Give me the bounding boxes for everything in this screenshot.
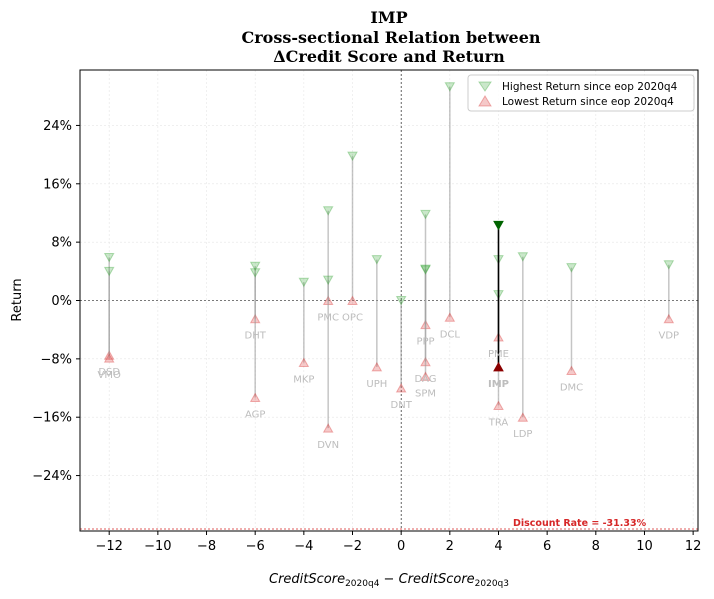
stock-label: VDP (659, 331, 680, 342)
y-tick-label: −8% (40, 352, 72, 367)
high-return-marker (517, 252, 529, 262)
low-return-marker (103, 353, 115, 363)
stock-label: DSD (98, 367, 120, 378)
low-return-marker (395, 383, 407, 393)
stock-label: TRA (488, 418, 509, 429)
stock-label: AGP (245, 410, 265, 421)
stock-label: MKP (293, 375, 314, 386)
stock-label: OPC (342, 313, 363, 324)
x-tick-label: 4 (494, 539, 502, 554)
low-return-marker (493, 361, 504, 372)
low-return-marker (249, 392, 261, 403)
x-tick-label: −10 (144, 539, 171, 554)
x-tick-label: 2 (446, 539, 454, 554)
low-return-marker (493, 400, 504, 411)
x-axis-label: CreditScore2020q4 − CreditScore2020q3 (269, 572, 509, 589)
legend-low-label: Lowest Return since eop 2020q4 (502, 96, 674, 108)
low-return-marker (663, 313, 675, 324)
y-axis-ticks: −24% −16% −8% 0% 8% 16% 24% (32, 119, 80, 484)
stock-label: DMC (560, 383, 583, 394)
stock-label: DCL (440, 329, 461, 340)
high-return-marker (249, 261, 261, 272)
high-return-marker (103, 266, 115, 277)
stock-label: UPH (366, 379, 387, 390)
title-line-3: ΔCredit Score and Return (273, 47, 505, 66)
high-return-marker (322, 275, 334, 286)
y-tick-label: −16% (32, 411, 72, 426)
x-tick-label: −4 (294, 539, 313, 554)
x-tick-label: −8 (197, 539, 216, 554)
legend-high-marker (478, 81, 492, 92)
high-return-marker (566, 263, 577, 273)
y-tick-label: 16% (43, 177, 72, 192)
high-return-marker (298, 277, 310, 288)
legend: Highest Return since eop 2020q4 Lowest R… (467, 74, 695, 112)
title-line-2: Cross-sectional Relation between (242, 28, 541, 47)
high-return-marker (420, 209, 431, 220)
low-return-marker (298, 357, 310, 368)
svg-text:CreditScore2020q4 − CreditScor: CreditScore2020q4 − CreditScore2020q3 (269, 572, 509, 589)
high-return-marker (322, 206, 334, 216)
x-tick-label: −2 (343, 539, 362, 554)
low-return-marker (322, 423, 334, 433)
low-return-marker (420, 371, 431, 381)
high-return-marker (420, 265, 431, 275)
low-return-marker (566, 365, 577, 376)
y-tick-label: 24% (43, 119, 72, 134)
stock-label: PMC (317, 313, 339, 324)
stock-label: PME (488, 349, 509, 360)
low-return-marker (444, 312, 456, 322)
stock-label: DHT (245, 331, 267, 342)
high-return-marker (249, 268, 261, 278)
stock-label: VMO (98, 370, 121, 381)
low-return-marker (347, 295, 358, 305)
stock-label: DAG (415, 374, 437, 385)
x-tick-label: 8 (592, 539, 600, 554)
low-return-marker (517, 412, 529, 422)
x-tick-label: 12 (685, 539, 702, 554)
x-tick-label: 0 (397, 539, 405, 554)
stock-label: IMP (488, 379, 509, 390)
stock-label: DVN (317, 440, 339, 451)
y-tick-label: −24% (32, 469, 72, 484)
high-return-marker (395, 296, 407, 306)
stock-label: SPM (415, 388, 436, 399)
high-return-marker (347, 151, 358, 162)
high-return-marker (371, 255, 383, 265)
y-tick-label: 8% (51, 236, 72, 251)
high-return-marker (663, 260, 675, 270)
x-tick-label: 6 (543, 539, 551, 554)
legend-box (467, 74, 695, 112)
y-tick-label: 0% (51, 294, 72, 309)
high-return-marker (493, 220, 504, 231)
stock-label: LDP (513, 429, 532, 440)
stock-label: DNT (391, 400, 413, 411)
low-return-marker (371, 361, 383, 372)
title-line-1: IMP (370, 8, 407, 27)
high-return-marker (103, 252, 115, 263)
reference-lines (80, 70, 698, 531)
stock-ranges (103, 82, 675, 433)
y-axis-label: Return (10, 278, 25, 321)
stock-label: PPP (416, 337, 434, 348)
high-return-marker (444, 82, 456, 92)
x-axis-ticks: −12 −10 −8 −6 −4 −2 0 2 4 6 8 10 12 (95, 531, 701, 554)
x-tick-label: −6 (246, 539, 265, 554)
x-tick-label: −12 (95, 539, 122, 554)
chart-title: IMP Cross-sectional Relation between ΔCr… (242, 8, 541, 66)
discount-rate-label: Discount Rate = -31.33% (513, 518, 647, 529)
high-return-marker (420, 264, 431, 275)
legend-low-marker (478, 95, 492, 107)
legend-high-label: Highest Return since eop 2020q4 (502, 81, 678, 93)
x-tick-label: 10 (636, 539, 653, 554)
